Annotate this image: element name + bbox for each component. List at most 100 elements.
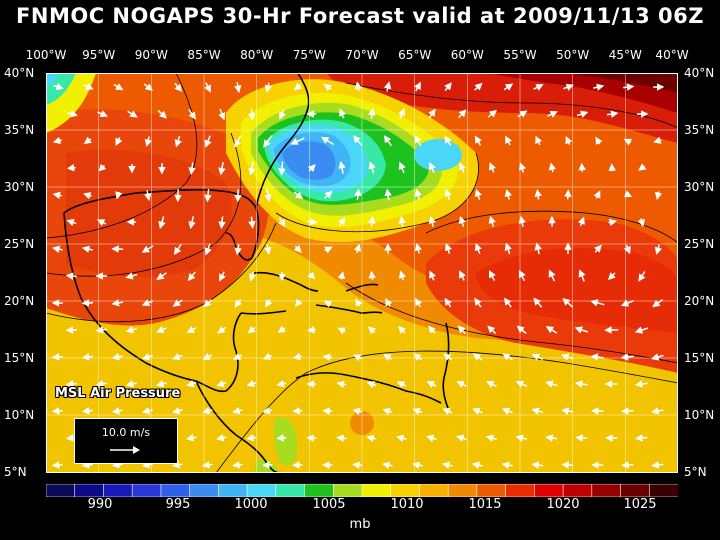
wind-arrow [398, 108, 406, 119]
wind-arrow [113, 83, 124, 91]
wind-arrow [97, 110, 108, 118]
colorbar-swatch [534, 484, 564, 497]
wind-arrow [143, 83, 153, 92]
wind-scale-legend: 10.0 m/s [74, 418, 178, 464]
wind-arrow [202, 461, 213, 469]
lon-label: 45°W [608, 48, 642, 62]
wind-arrow [531, 461, 544, 469]
wind-arrow [412, 408, 423, 416]
wind-arrow [232, 461, 243, 469]
wind-arrow [485, 434, 497, 442]
wind-arrow [534, 189, 542, 200]
wind-arrow [577, 216, 585, 227]
wind-arrow [515, 434, 528, 442]
wind-arrow [52, 136, 62, 145]
wind-arrow [443, 353, 453, 361]
wind-arrow [264, 189, 272, 203]
wind-arrow [202, 352, 213, 360]
wind-arrow [427, 325, 436, 334]
colorbar-swatch [361, 484, 392, 497]
wind-arrow [65, 380, 77, 388]
colorbar-swatch [304, 484, 335, 497]
wind-arrow [590, 353, 605, 361]
wind-arrow [218, 108, 226, 121]
wind-arrow [187, 271, 196, 282]
wind-vectors [51, 81, 665, 469]
wind-arrow [51, 407, 63, 415]
wind-arrow [248, 216, 256, 229]
colorbar-swatch [131, 484, 162, 497]
wind-arrow [277, 325, 286, 333]
wind-arrow [593, 190, 601, 199]
lon-label: 100°W [25, 48, 67, 62]
wind-arrow [83, 136, 92, 145]
wind-arrow [368, 107, 376, 119]
wind-arrow [472, 407, 483, 415]
wind-arrow [111, 461, 123, 469]
wind-arrow [67, 110, 79, 118]
wind-arrow [323, 190, 333, 199]
wind-arrow [590, 299, 605, 307]
wind-arrow [367, 326, 377, 335]
wind-arrow [144, 190, 152, 202]
wind-arrow [278, 217, 286, 228]
wind-arrow [561, 461, 574, 469]
wind-arrow [248, 108, 256, 121]
wind-arrow [157, 109, 168, 119]
wind-arrow [620, 299, 634, 307]
colorbar-swatch [620, 484, 651, 497]
lat-label: 5°N [684, 465, 707, 479]
wind-arrow [368, 215, 376, 227]
wind-arrow [548, 269, 556, 282]
wind-arrow [471, 461, 483, 469]
wind-arrow [651, 461, 664, 469]
wind-arrow [174, 135, 182, 148]
wind-arrow [623, 83, 635, 91]
wind-arrow [125, 380, 137, 388]
pressure-colorbar [46, 484, 678, 497]
wind-arrow [353, 354, 362, 362]
wind-arrow [545, 326, 558, 334]
wind-arrow [234, 299, 242, 308]
wind-arrow [548, 162, 557, 173]
wind-arrow [621, 407, 634, 415]
wind-arrow [322, 353, 332, 362]
colorbar-swatch [160, 484, 191, 497]
wind-arrow [246, 434, 257, 442]
wind-arrow [459, 270, 466, 281]
colorbar-swatch [275, 484, 306, 497]
lat-label: 30°N [684, 180, 715, 194]
wind-arrow [621, 461, 634, 469]
north-ridge [326, 73, 678, 143]
wind-arrow [204, 189, 212, 203]
lat-label: 20°N [684, 294, 715, 308]
lon-label: 60°W [450, 48, 484, 62]
colorbar-label: 990 [87, 497, 113, 512]
wind-arrow [204, 243, 212, 256]
colorbar-swatch [218, 484, 248, 497]
wind-arrow [607, 272, 616, 281]
wind-arrow [203, 299, 212, 308]
wind-arrow [188, 162, 196, 175]
wind-arrow [307, 218, 318, 226]
lat-label: 15°N [4, 351, 35, 365]
colorbar-label: 995 [165, 497, 191, 512]
wind-arrow [324, 246, 333, 254]
wind-arrow [398, 161, 406, 174]
wind-arrow [248, 161, 256, 176]
wind-arrow [651, 407, 664, 415]
lat-label: 20°N [4, 294, 35, 308]
wind-arrow [384, 188, 392, 201]
map-frame [46, 73, 678, 473]
wind-arrow [338, 217, 346, 226]
wind-arrow [216, 379, 227, 388]
lon-label: 50°W [556, 48, 590, 62]
wind-arrow [141, 407, 153, 415]
lat-label: 5°N [4, 465, 27, 479]
wind-arrow [654, 191, 663, 200]
secondary-low [414, 139, 462, 171]
colorbar-swatch [46, 484, 76, 497]
wind-arrow [638, 163, 647, 171]
wind-arrow [382, 461, 393, 469]
colorbar-swatch [505, 484, 536, 497]
